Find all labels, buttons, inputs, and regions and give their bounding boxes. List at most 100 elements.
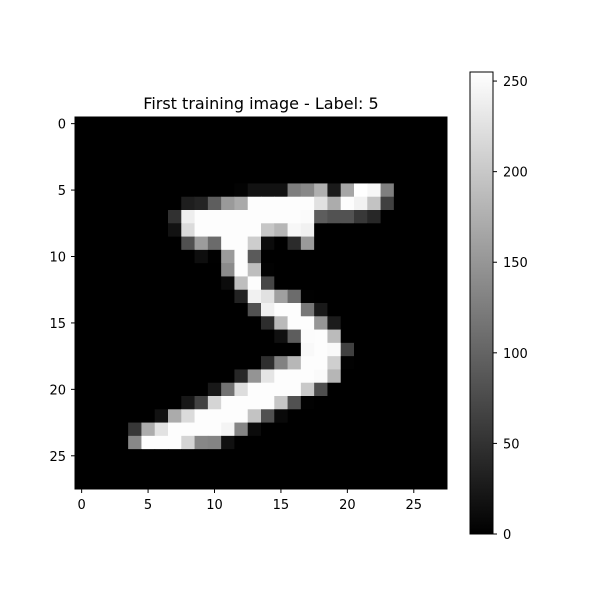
pixel-cell	[274, 156, 288, 171]
pixel-cell	[380, 170, 395, 184]
pixel-cell	[221, 422, 235, 437]
colorbar-ticks: 0 50 100 150 200 250	[493, 75, 528, 543]
pixel-cell	[367, 396, 381, 410]
pixel-cell	[168, 236, 182, 251]
pixel-cell	[207, 130, 222, 144]
pixel-cell	[128, 263, 142, 277]
pixel-cell	[287, 156, 302, 171]
pixel-cell	[101, 382, 116, 397]
pixel-cell	[420, 289, 435, 304]
pixel-cell	[393, 210, 408, 224]
pixel-cell	[234, 170, 249, 184]
pixel-cell	[221, 196, 235, 211]
pixel-cell	[420, 263, 435, 277]
pixel-cell	[194, 249, 209, 264]
pixel-cell	[141, 382, 156, 397]
pixel-cell	[128, 382, 142, 397]
pixel-cell	[274, 143, 288, 158]
pixel-cell	[380, 156, 395, 171]
pixel-cell	[393, 435, 408, 450]
pixel-cell	[393, 382, 408, 397]
pixel-cell	[393, 223, 408, 237]
pixel-cell	[300, 409, 315, 423]
pixel-cell	[287, 170, 302, 184]
pixel-cell	[75, 289, 89, 304]
pixel-cell	[433, 356, 448, 370]
pixel-cell	[101, 409, 116, 423]
pixel-cell	[433, 170, 448, 184]
pixel-cell	[407, 130, 421, 144]
pixel-cell	[221, 329, 235, 344]
pixel-cell	[234, 223, 249, 237]
pixel-cell	[393, 156, 408, 171]
pixel-cell	[128, 196, 142, 211]
pixel-cell	[300, 303, 315, 317]
pixel-cell	[207, 249, 222, 264]
pixel-cell	[300, 369, 315, 384]
pixel-cell	[114, 382, 129, 397]
pixel-cell	[274, 422, 288, 437]
pixel-cell	[114, 342, 129, 357]
pixel-cell	[234, 276, 249, 291]
pixel-cell	[287, 329, 302, 344]
pixel-cell	[274, 396, 288, 410]
pixel-cell	[247, 156, 262, 171]
pixel-cell	[88, 130, 102, 144]
pixel-cell	[393, 117, 408, 131]
pixel-cell	[380, 117, 395, 131]
pixel-cell	[380, 236, 395, 251]
pixel-cell	[300, 183, 315, 198]
pixel-cell	[367, 435, 381, 450]
pixel-cell	[168, 316, 182, 330]
pixel-cell	[128, 422, 142, 437]
pixel-cell	[247, 396, 262, 410]
colorbar: 0 50 100 150 200 250	[469, 71, 528, 543]
pixel-cell	[101, 475, 116, 490]
pixel-cell	[433, 382, 448, 397]
pixel-cell	[420, 329, 435, 344]
pixel-cell	[75, 449, 89, 463]
pixel-cell	[168, 396, 182, 410]
pixel-cell	[433, 422, 448, 437]
pixel-cell	[75, 396, 89, 410]
pixel-cell	[300, 356, 315, 370]
pixel-cell	[261, 143, 275, 158]
pixel-cell	[234, 409, 249, 423]
pixel-cell	[101, 316, 116, 330]
pixel-cell	[141, 329, 156, 344]
pixel-cell	[75, 409, 89, 423]
pixel-cell	[393, 396, 408, 410]
pixel-cell	[101, 196, 116, 211]
y-tick-label: 25	[49, 450, 66, 465]
pixel-cell	[261, 316, 275, 330]
pixel-cell	[433, 289, 448, 304]
pixel-cell	[287, 449, 302, 463]
pixel-cell	[128, 435, 142, 450]
pixel-cell	[207, 409, 222, 423]
pixel-cell	[327, 396, 342, 410]
pixel-cell	[207, 276, 222, 291]
pixel-cell	[300, 263, 315, 277]
pixel-cell	[274, 249, 288, 264]
pixel-cell	[114, 449, 129, 463]
pixel-cell	[207, 210, 222, 224]
pixel-cell	[340, 462, 355, 477]
pixel-cell	[393, 236, 408, 251]
pixel-cell	[221, 462, 235, 477]
pixel-cell	[141, 170, 156, 184]
pixel-cell	[181, 249, 195, 264]
pixel-cell	[168, 117, 182, 131]
pixel-cell	[75, 117, 89, 131]
pixel-cell	[207, 143, 222, 158]
pixel-cell	[128, 183, 142, 198]
pixel-cell	[367, 183, 381, 198]
pixel-cell	[181, 156, 195, 171]
pixel-cell	[380, 143, 395, 158]
pixel-cell	[181, 117, 195, 131]
pixel-cell	[181, 342, 195, 357]
pixel-cell	[154, 117, 169, 131]
pixel-cell	[314, 369, 328, 384]
pixel-cell	[314, 170, 328, 184]
pixel-cell	[287, 462, 302, 477]
pixel-cell	[194, 303, 209, 317]
